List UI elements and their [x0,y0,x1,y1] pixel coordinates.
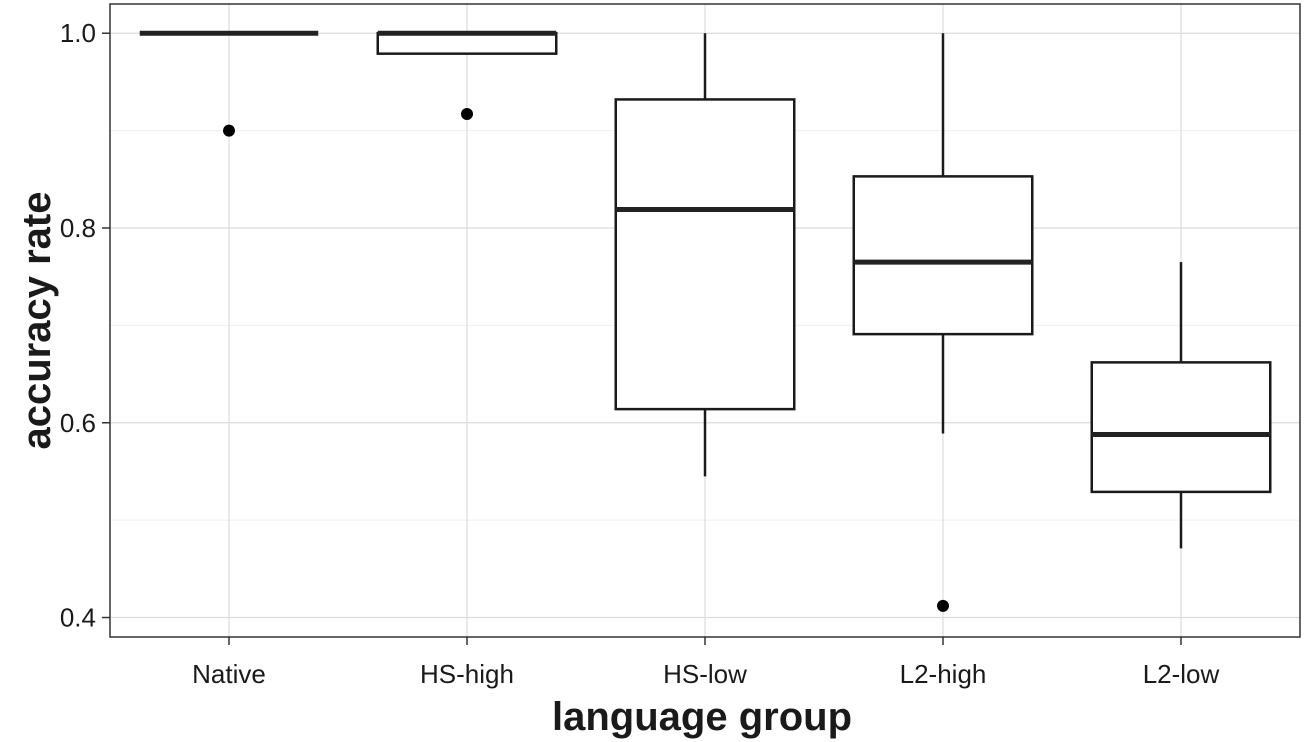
iqr-box [614,98,796,411]
y-tick-label: 0.4 [60,603,96,633]
outlier-point [937,599,949,612]
box-native [139,30,319,137]
x-tick-label: L2-low [1143,659,1220,689]
y-tick-label: 1.0 [60,18,96,48]
y-tick-label: 0.6 [60,408,96,438]
x-tick-label: HS-low [663,659,747,689]
box-hs-high [376,30,558,121]
box-hs-low [614,33,796,477]
y-axis-title: accuracy rate [15,192,59,450]
iqr-box [852,175,1034,336]
x-axis-title: language group [552,695,852,739]
box-l2-high [852,33,1034,612]
axes: 0.4 0.6 0.8 1.0 Native HS-high HS-low L2-high L2… [60,18,1220,689]
outlier-point [461,108,473,121]
iqr-box [376,31,558,55]
box-l2-low [1090,262,1272,549]
iqr-box [1090,361,1272,494]
x-tick-label: Native [192,659,266,689]
outlier-point [223,124,235,137]
boxes [139,30,1272,612]
x-tick-label: HS-high [420,659,514,689]
y-tick-label: 0.8 [60,213,96,243]
x-tick-label: L2-high [900,659,987,689]
